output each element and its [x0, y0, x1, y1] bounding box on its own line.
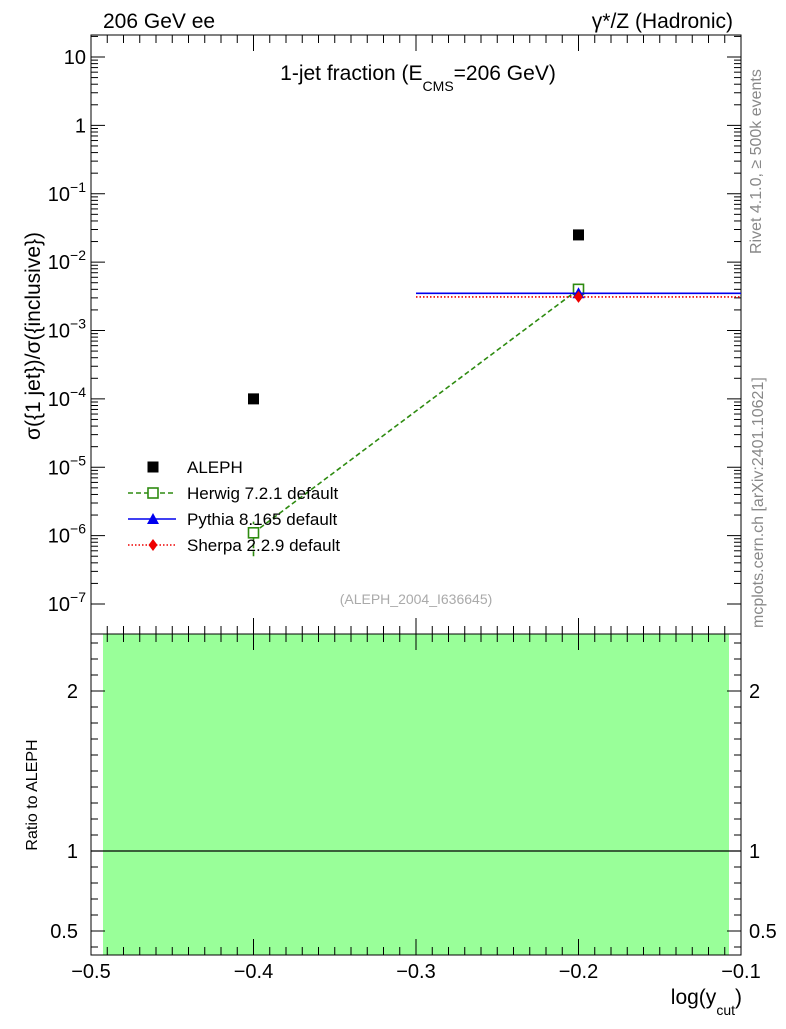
main-axis-ticks [90, 35, 742, 634]
marker-triangle [147, 513, 159, 524]
y-tick-label: 10−7 [48, 589, 86, 616]
x-tick-label: −0.2 [559, 961, 598, 983]
marker-open-square [147, 487, 159, 499]
main-series-layer [247, 229, 741, 557]
ratio-y-tick-label-right: 1 [749, 841, 760, 863]
y-axis-label: σ({1 jet})/σ({inclusive}) [22, 232, 45, 440]
y-tick-label-base: 10 [64, 47, 86, 69]
ratio-y-tick-label-right: 0.5 [749, 921, 777, 943]
ratio-panel: 0.5 0.5 1 1 2 2 −0.5 −0.4 −0.3 −0.2 −0.1 Ratio to … [24, 633, 777, 1018]
legend: ALEPH Herwig 7.2.1 default Pythia 8.165 de… [128, 458, 340, 555]
x-axis-label-subscript: cut [716, 1002, 735, 1018]
x-axis-label-main: log(y [671, 986, 717, 1009]
chart-title-main: 1-jet fraction (E [280, 62, 422, 85]
y-tick-label-base: 10 [48, 389, 70, 411]
y-tick-label-base: 1 [75, 115, 86, 137]
legend-label: Pythia 8.165 default [187, 510, 338, 529]
y-tick-label: 10−6 [48, 521, 86, 548]
legend-item: Pythia 8.165 default [128, 510, 338, 529]
legend-label: Sherpa 2.2.9 default [187, 536, 340, 555]
legend-label: Herwig 7.2.1 default [187, 484, 338, 503]
x-axis-label-tail: ) [735, 986, 742, 1009]
x-tick-label: −0.5 [71, 961, 110, 983]
ratio-y-axis-label: Ratio to ALEPH [24, 739, 41, 850]
ratio-y-tick-label-left: 2 [67, 681, 78, 703]
header-right: γ*/Z (Hadronic) [592, 10, 733, 33]
y-tick-label-base: 10 [48, 252, 70, 274]
series-aleph [248, 229, 584, 405]
ratio-band [103, 634, 729, 955]
chart-title-tail: =206 GeV) [454, 62, 556, 85]
ratio-axis-ticks [90, 634, 742, 955]
rivet-version-label: Rivet 4.1.0, ≥ 500k events [748, 69, 765, 254]
legend-item: ALEPH [147, 458, 243, 477]
y-tick-label-base: 10 [48, 184, 70, 206]
y-tick-label-base: 10 [48, 526, 70, 548]
mcplots-label: mcplots.cern.ch [arXiv:2401.10621] [750, 377, 767, 628]
y-tick-label-exponent: −2 [70, 247, 86, 263]
header-left: 206 GeV ee [103, 10, 215, 33]
y-tick-label-exponent: −4 [70, 384, 86, 400]
y-tick-label-base: 10 [48, 457, 70, 479]
ratio-y-tick-label-left: 0.5 [50, 921, 78, 943]
x-tick-label: −0.3 [396, 961, 435, 983]
y-tick-label-base: 10 [48, 321, 70, 343]
marker-diamond [574, 290, 583, 303]
y-tick-label: 10−2 [48, 247, 86, 274]
chart-title: 1-jet fraction (ECMS=206 GeV) [280, 62, 556, 94]
series-sherpa [416, 290, 741, 303]
analysis-watermark: (ALEPH_2004_I636645) [340, 591, 493, 607]
marker-square [573, 229, 584, 241]
y-tick-label-exponent: −1 [70, 179, 86, 195]
ratio-y-tick-label-right: 2 [749, 681, 760, 703]
chart-title-subscript: CMS [423, 78, 454, 94]
y-tick-label: 10−1 [48, 179, 86, 206]
y-tick-label: 10−5 [48, 452, 86, 479]
marker-square [147, 461, 159, 473]
x-axis-label: log(ycut) [671, 986, 742, 1018]
marker-square [248, 393, 259, 405]
y-tick-label-exponent: −7 [70, 589, 86, 605]
y-tick-label-base: 10 [48, 594, 70, 616]
legend-item: Sherpa 2.2.9 default [128, 536, 340, 555]
legend-item: Herwig 7.2.1 default [128, 484, 338, 503]
marker-diamond [148, 539, 158, 551]
y-tick-label: 10 [64, 47, 86, 69]
y-tick-label-exponent: −3 [70, 316, 86, 332]
y-tick-label: 10−4 [48, 384, 86, 411]
series-line [253, 288, 579, 534]
y-tick-label-exponent: −6 [70, 521, 86, 537]
marker-open-square [247, 526, 260, 539]
ratio-tick-labels: 0.5 0.5 1 1 2 2 −0.5 −0.4 −0.3 −0.2 −0.1 [50, 681, 777, 983]
x-tick-label: −0.4 [234, 961, 273, 983]
legend-label: ALEPH [187, 458, 243, 477]
y-tick-label: 10−3 [48, 316, 86, 343]
y-tick-label: 1 [75, 115, 86, 137]
ratio-y-tick-label-left: 1 [67, 841, 78, 863]
y-tick-label-exponent: −5 [70, 452, 86, 468]
x-tick-label: −0.1 [721, 961, 760, 983]
